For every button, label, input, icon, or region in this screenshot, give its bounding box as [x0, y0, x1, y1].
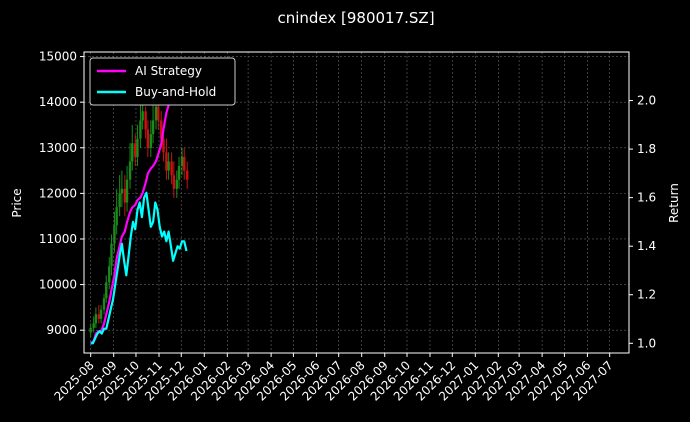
candle-body — [157, 106, 160, 121]
candle-body — [125, 179, 129, 203]
y-tick-label: 9000 — [46, 323, 77, 337]
y-tick-label: 14000 — [39, 95, 77, 109]
candle-body — [151, 120, 155, 135]
candle-body — [123, 188, 127, 203]
candle-body — [92, 323, 95, 328]
y2-tick-label: 1.6 — [637, 191, 656, 205]
candle-body — [97, 314, 101, 319]
y-tick-label: 10000 — [39, 278, 77, 292]
y2-tick-label: 1.0 — [637, 336, 656, 350]
y2-tick-label: 1.8 — [637, 142, 656, 156]
candle-body — [180, 156, 184, 167]
candle-body — [128, 161, 132, 180]
candle-body — [139, 120, 142, 139]
legend: AI Strategy Buy-and-Hold — [89, 57, 236, 106]
candle-body — [102, 298, 106, 310]
candle-body — [165, 152, 168, 171]
candle-body — [183, 156, 186, 171]
candle-body — [115, 207, 118, 226]
plot-frame — [83, 51, 630, 354]
right-axis-ticks: 1.0 1.2 1.4 1.6 1.8 2.0 — [629, 94, 656, 350]
grid — [84, 52, 629, 353]
candle-body — [167, 161, 170, 171]
candle-body — [170, 161, 173, 176]
y-tick-label: 15000 — [39, 50, 77, 64]
left-axis-ticks: 9000 10000 11000 12000 13000 14000 15000 — [39, 50, 84, 337]
candle-body — [172, 175, 176, 189]
candle-body — [108, 266, 111, 283]
candle-body — [131, 143, 134, 162]
chart-title: cnindex [980017.SZ] — [277, 9, 434, 27]
candle-body — [99, 309, 103, 319]
candle-body — [134, 143, 137, 157]
candle-body — [89, 327, 92, 333]
candle-body — [146, 129, 150, 148]
legend-box — [89, 57, 236, 106]
y2-tick-label: 1.4 — [637, 239, 656, 253]
candle-body — [186, 170, 189, 180]
candle-body — [105, 282, 108, 299]
candle-body — [175, 179, 179, 189]
y2-tick-label: 1.2 — [637, 288, 656, 302]
y-tick-label: 13000 — [39, 141, 77, 155]
candle-body — [94, 314, 98, 324]
candle-body — [118, 193, 121, 208]
y-axis-label: Price — [10, 188, 24, 217]
candle-body — [136, 138, 139, 157]
candle-body — [141, 111, 144, 121]
legend-label-buy-and-hold: Buy-and-Hold — [135, 85, 216, 99]
candle-body — [160, 120, 163, 139]
series-line-buy-and-hold — [90, 191, 188, 345]
candle-body — [113, 225, 116, 244]
candle-body — [120, 188, 124, 194]
y2-tick-label: 2.0 — [637, 94, 656, 108]
y-tick-label: 12000 — [39, 186, 77, 200]
candle-body — [177, 166, 181, 180]
legend-label-ai-strategy: AI Strategy — [135, 64, 202, 78]
y-tick-label: 11000 — [39, 232, 77, 246]
y2-axis-label: Return — [667, 183, 681, 223]
candle-body — [144, 111, 147, 130]
candle-body — [110, 243, 113, 267]
candle-body — [162, 138, 165, 153]
candle-body — [154, 106, 158, 121]
candle-body — [149, 134, 153, 148]
